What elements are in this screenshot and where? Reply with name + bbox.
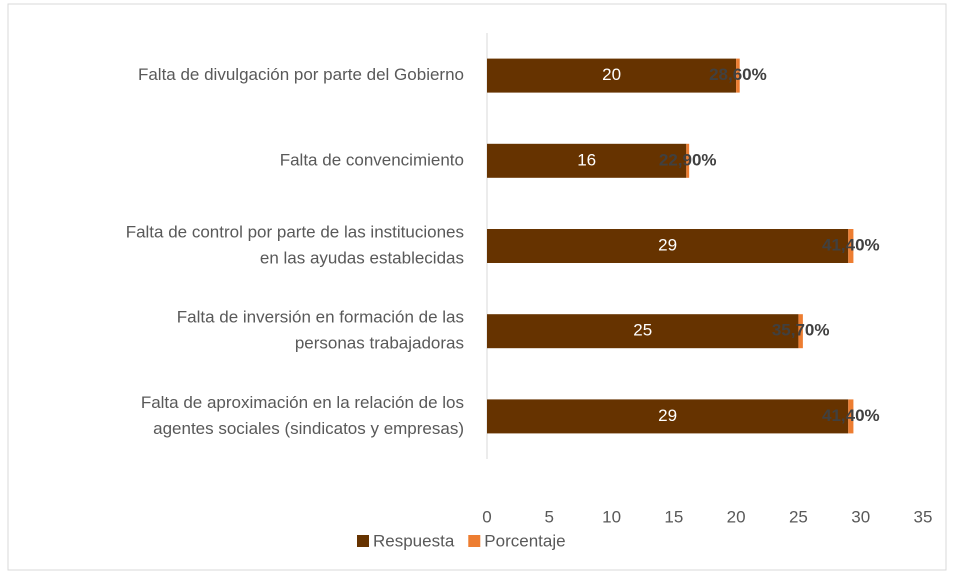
data-label: 41,40% bbox=[822, 406, 880, 425]
bar-segment bbox=[487, 229, 849, 263]
data-label: 29 bbox=[658, 235, 677, 254]
legend-label: Respuesta bbox=[373, 531, 455, 550]
bar-segment bbox=[848, 399, 854, 434]
chart-border bbox=[7, 3, 947, 571]
data-label: 20 bbox=[602, 65, 621, 84]
category-label: personas trabajadoras bbox=[295, 334, 464, 353]
bar-segment bbox=[487, 143, 687, 178]
x-tick-label: 0 bbox=[482, 507, 491, 526]
bar-segment bbox=[848, 229, 854, 263]
bar-segment bbox=[736, 58, 740, 93]
x-tick-label: 5 bbox=[545, 507, 554, 526]
x-tick-label: 10 bbox=[602, 507, 621, 526]
category-label: Falta de divulgación por parte del Gobie… bbox=[138, 65, 464, 84]
category-label: en las ayudas establecidas bbox=[260, 248, 464, 267]
data-label: 25 bbox=[633, 321, 652, 340]
legend-label: Porcentaje bbox=[484, 531, 565, 550]
data-label: 29 bbox=[658, 406, 677, 425]
category-label: Falta de inversión en formación de las bbox=[177, 308, 464, 327]
x-tick-label: 20 bbox=[727, 507, 746, 526]
bar-segment bbox=[487, 399, 849, 434]
bar-segment bbox=[487, 314, 799, 349]
data-label: 28,60% bbox=[709, 65, 767, 84]
data-label: 35,70% bbox=[772, 321, 830, 340]
data-label: 22,90% bbox=[659, 150, 717, 169]
data-label: 16 bbox=[577, 150, 596, 169]
bar-segment bbox=[686, 143, 690, 178]
x-tick-label: 30 bbox=[851, 507, 870, 526]
category-label: Falta de control por parte de las instit… bbox=[126, 222, 464, 241]
category-label: agentes sociales (sindicatos y empresas) bbox=[153, 419, 464, 438]
category-label: Falta de aproximación en la relación de … bbox=[141, 393, 464, 412]
category-label: Falta de convencimiento bbox=[280, 150, 464, 169]
x-tick-label: 35 bbox=[914, 507, 933, 526]
bar-segment bbox=[487, 58, 737, 93]
x-tick-label: 25 bbox=[789, 507, 808, 526]
legend-swatch bbox=[468, 535, 481, 547]
data-label: 41,40% bbox=[822, 235, 880, 254]
legend-swatch bbox=[357, 535, 369, 547]
x-tick-label: 15 bbox=[664, 507, 683, 526]
bar-segment bbox=[798, 314, 803, 349]
